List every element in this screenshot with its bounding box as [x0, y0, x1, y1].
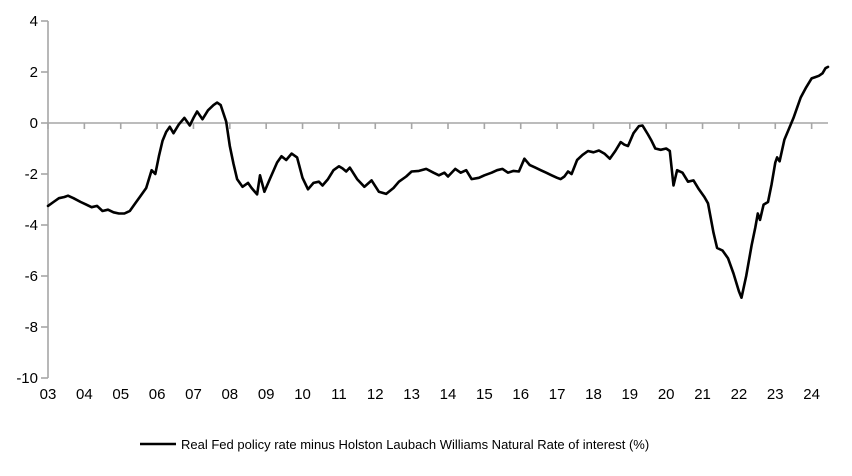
x-tick-label: 17 [549, 386, 566, 403]
legend: Real Fed policy rate minus Holston Lauba… [140, 437, 649, 452]
x-tick-label: 04 [76, 386, 93, 403]
x-tick-label: 05 [112, 386, 129, 403]
x-tick-label: 10 [294, 386, 311, 403]
y-tick-label: -8 [25, 319, 38, 336]
x-tick-label: 19 [621, 386, 638, 403]
x-tick-label: 16 [512, 386, 529, 403]
series-line [46, 65, 830, 300]
x-tick-label: 13 [403, 386, 420, 403]
x-tick-label: 22 [731, 386, 748, 403]
y-axis-labels: 4 2 0 -2 -4 -6 -8 -10 [16, 13, 38, 387]
y-tick-label: 0 [30, 115, 38, 132]
x-tick-label: 08 [221, 386, 238, 403]
x-axis-labels: 03 04 05 06 07 08 09 10 11 12 13 14 15 16 17 18 19 20 21 22… [40, 386, 820, 403]
y-tick-label: 4 [30, 13, 38, 30]
x-tick-label: 11 [331, 386, 347, 403]
y-tick-label: -6 [25, 268, 38, 285]
x-tick-label: 07 [185, 386, 202, 403]
x-tick-label: 15 [476, 386, 493, 403]
x-tick-label: 03 [40, 386, 57, 403]
x-tick-label: 21 [694, 386, 711, 403]
x-tick-label: 24 [803, 386, 820, 403]
y-tick-label: 2 [30, 64, 38, 81]
x-axis-ticks [47, 123, 813, 129]
y-tick-label: -10 [16, 370, 38, 387]
x-tick-label: 14 [440, 386, 457, 403]
x-tick-label: 09 [258, 386, 275, 403]
y-tick-label: -4 [25, 217, 38, 234]
x-tick-label: 06 [149, 386, 166, 403]
x-tick-label: 12 [367, 386, 384, 403]
x-tick-label: 18 [585, 386, 602, 403]
series-polyline [46, 65, 830, 300]
axes [47, 21, 828, 378]
legend-label: Real Fed policy rate minus Holston Lauba… [181, 437, 649, 452]
x-tick-label: 20 [658, 386, 675, 403]
y-axis-ticks [41, 20, 48, 379]
y-tick-label: -2 [25, 166, 38, 183]
x-tick-label: 23 [767, 386, 784, 403]
